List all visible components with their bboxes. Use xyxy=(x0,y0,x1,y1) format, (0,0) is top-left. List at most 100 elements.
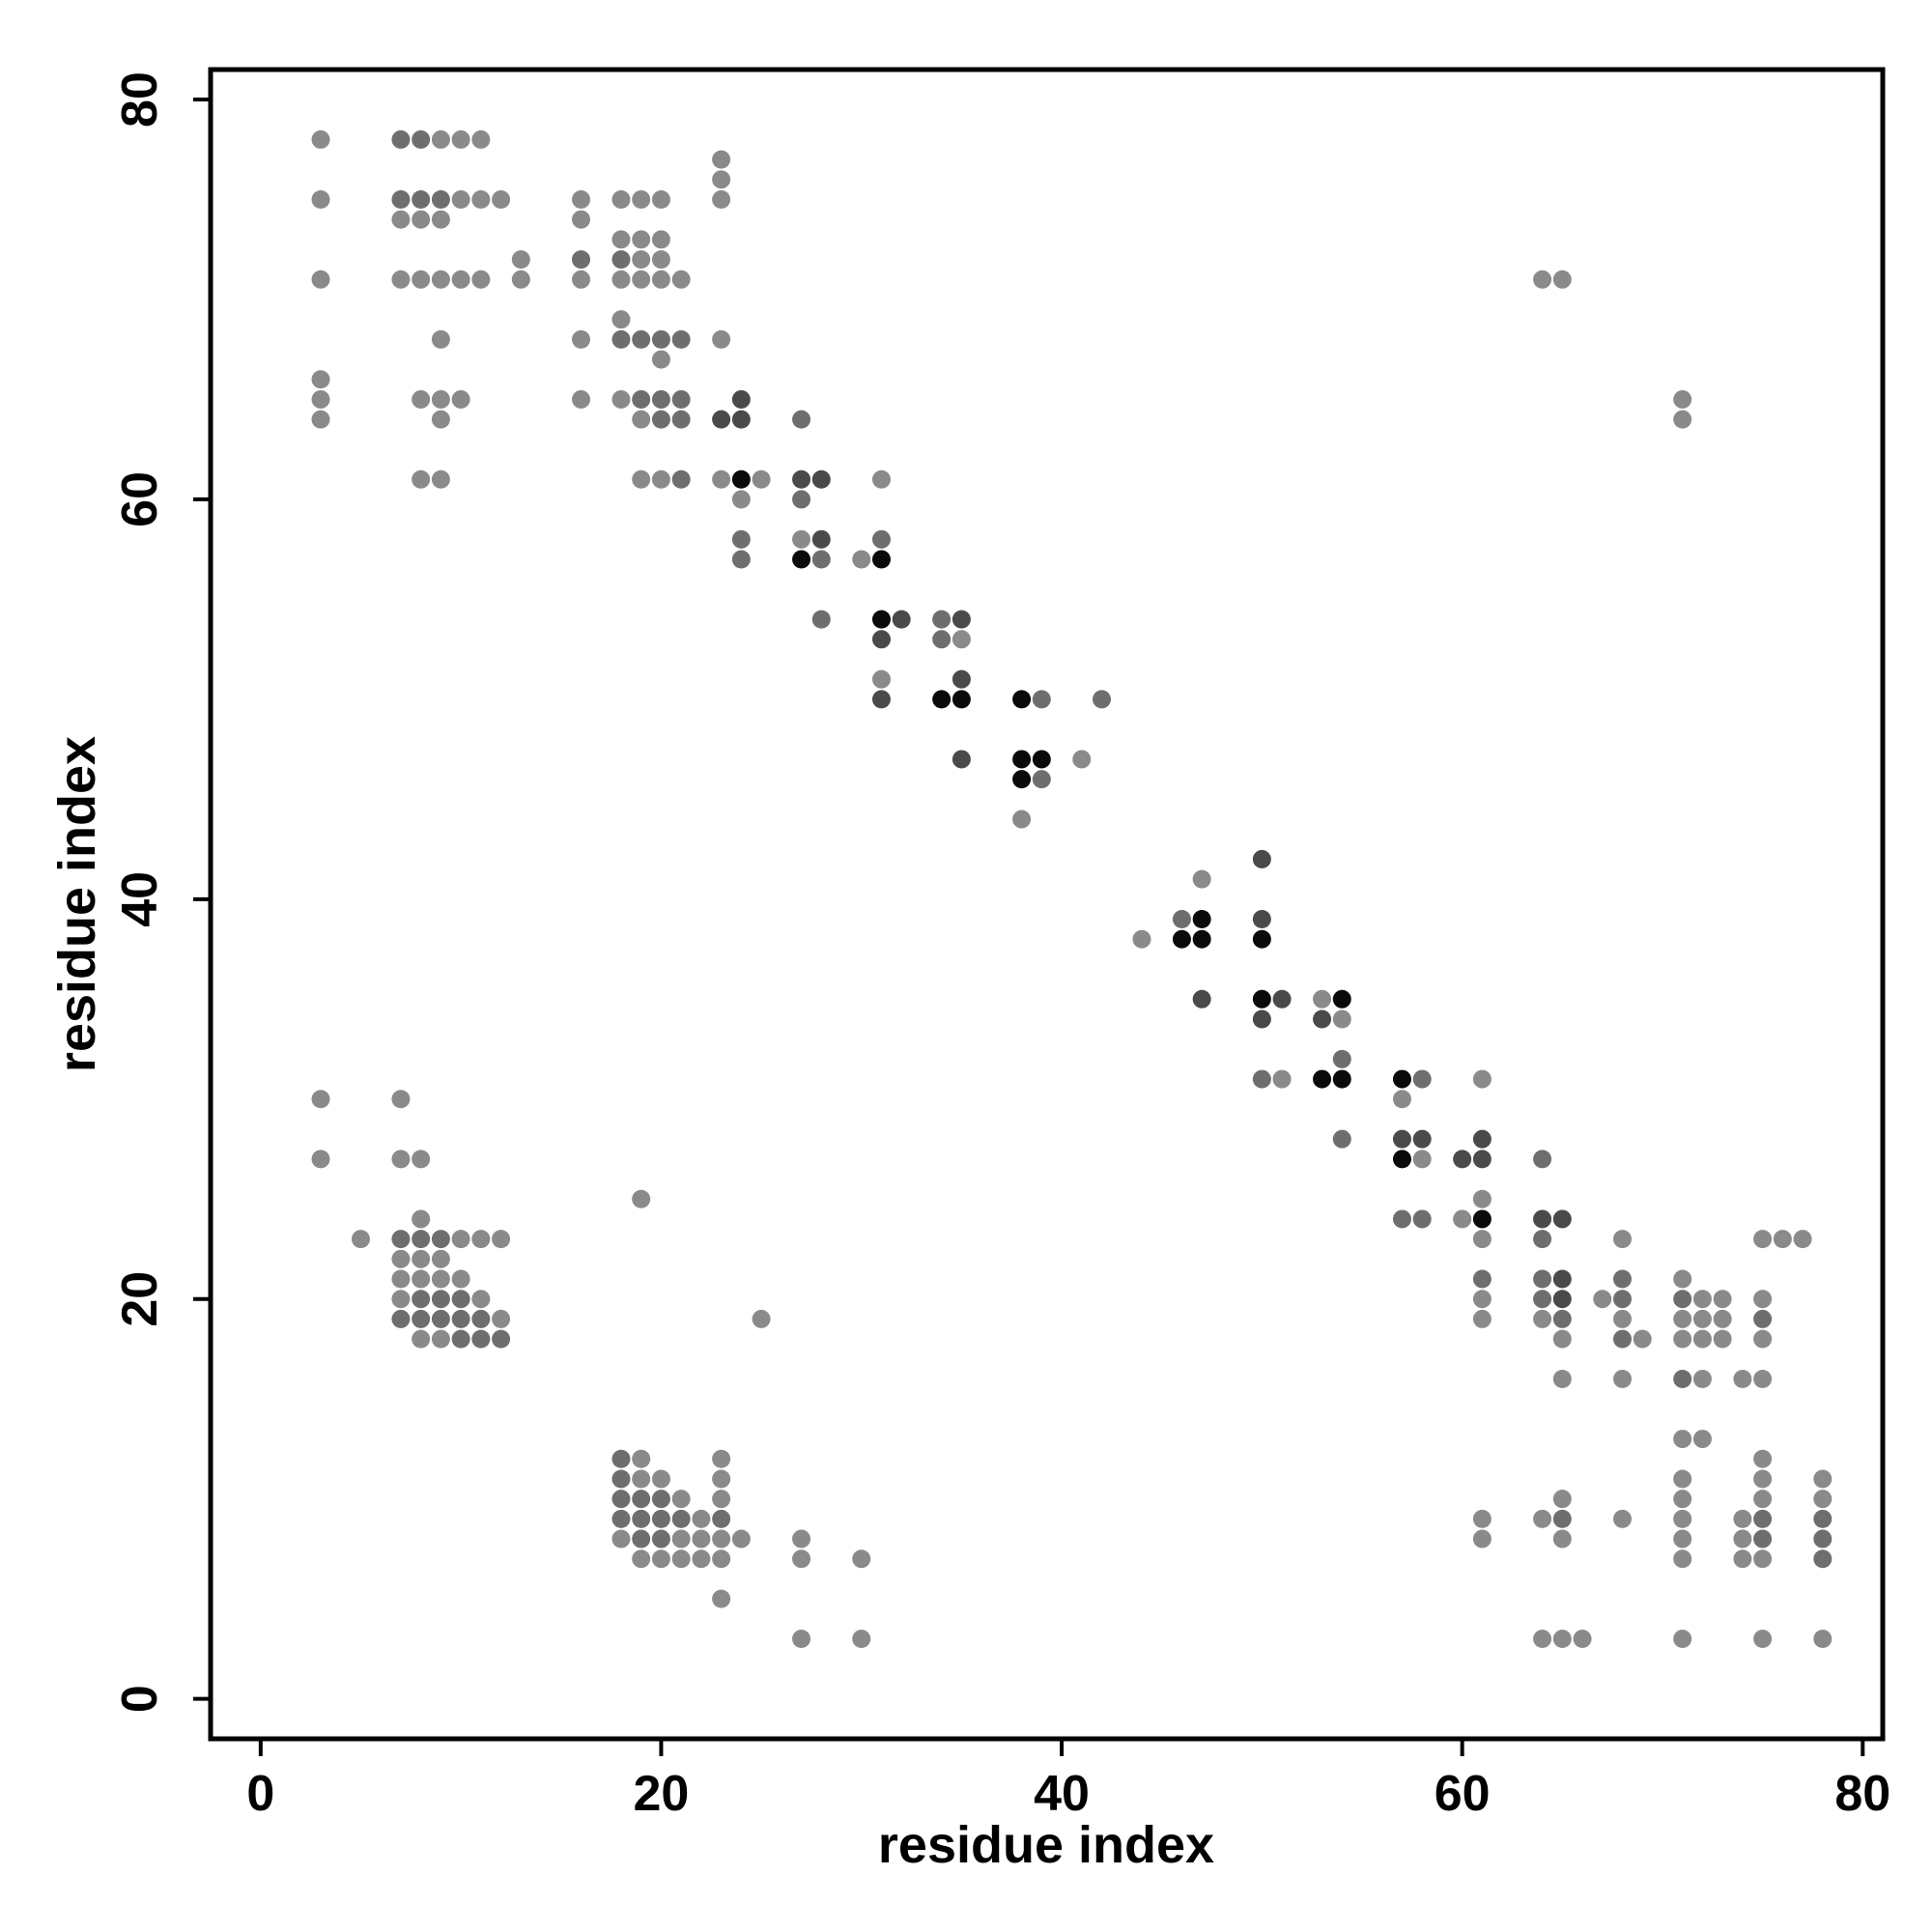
y-tick-label: 60 xyxy=(112,471,168,527)
data-point xyxy=(1412,1209,1432,1229)
data-point xyxy=(632,410,651,429)
data-point xyxy=(1392,1090,1411,1109)
data-point xyxy=(1272,1069,1292,1089)
data-point xyxy=(632,329,651,349)
data-point xyxy=(1392,1209,1411,1229)
data-point xyxy=(611,230,631,249)
data-point xyxy=(1613,1309,1633,1328)
data-point xyxy=(632,270,651,289)
data-point xyxy=(1472,1309,1492,1328)
data-point xyxy=(731,410,751,429)
data-point xyxy=(1753,1329,1773,1349)
data-point xyxy=(632,469,651,489)
data-point xyxy=(1533,270,1552,289)
data-point xyxy=(1813,1529,1833,1548)
data-point xyxy=(932,630,952,649)
data-point xyxy=(731,389,751,409)
data-point xyxy=(1313,989,1332,1009)
data-point xyxy=(451,1269,470,1289)
data-point xyxy=(1392,1129,1411,1149)
data-point xyxy=(871,550,891,569)
data-point xyxy=(451,270,470,289)
data-point xyxy=(611,1509,631,1528)
data-point xyxy=(431,210,450,229)
data-point xyxy=(391,1150,411,1169)
data-point xyxy=(1552,1329,1572,1349)
data-point xyxy=(632,1509,651,1528)
data-point xyxy=(1252,989,1271,1009)
data-point xyxy=(712,1529,731,1548)
data-point xyxy=(871,469,891,489)
data-point xyxy=(1673,1549,1692,1569)
data-point xyxy=(712,469,731,489)
data-point xyxy=(1753,1369,1773,1388)
data-point xyxy=(431,410,450,429)
data-point xyxy=(611,329,631,349)
data-point xyxy=(792,1630,811,1649)
data-point xyxy=(932,690,952,709)
data-point xyxy=(451,129,470,149)
data-point xyxy=(852,1549,871,1569)
data-point xyxy=(1713,1290,1732,1309)
data-point xyxy=(391,1249,411,1268)
data-point xyxy=(311,1150,330,1169)
data-point xyxy=(632,1490,651,1509)
data-point xyxy=(412,190,431,210)
data-point xyxy=(632,1529,651,1548)
data-point xyxy=(1733,1549,1752,1569)
data-point xyxy=(1533,1150,1552,1169)
data-point xyxy=(1673,1469,1692,1489)
data-point xyxy=(431,1249,450,1268)
data-point xyxy=(792,410,811,429)
data-point xyxy=(412,1309,431,1328)
data-point xyxy=(692,1509,711,1528)
data-point xyxy=(671,329,691,349)
data-point xyxy=(451,1230,470,1249)
data-point xyxy=(1613,1269,1633,1289)
plot-frame xyxy=(208,67,1886,1742)
data-point xyxy=(471,1290,491,1309)
data-point xyxy=(1552,1490,1572,1509)
data-point xyxy=(1192,989,1211,1009)
data-point xyxy=(412,129,431,149)
data-point xyxy=(1332,1009,1351,1029)
x-tick-label: 60 xyxy=(1435,1766,1491,1822)
data-point xyxy=(1012,750,1032,769)
data-point xyxy=(412,210,431,229)
data-point xyxy=(431,469,450,489)
data-point xyxy=(632,250,651,270)
data-point xyxy=(611,1469,631,1489)
data-point xyxy=(1552,1529,1572,1548)
data-point xyxy=(1412,1129,1432,1149)
data-point xyxy=(431,270,450,289)
data-point xyxy=(1472,1189,1492,1208)
data-point xyxy=(572,329,591,349)
data-point xyxy=(1012,810,1032,829)
data-point xyxy=(792,550,811,569)
data-point xyxy=(731,529,751,549)
data-point xyxy=(471,1230,491,1249)
data-point xyxy=(1472,1269,1492,1289)
data-point xyxy=(952,610,971,629)
data-point xyxy=(611,1529,631,1548)
data-point xyxy=(471,270,491,289)
data-point xyxy=(671,1509,691,1528)
data-point xyxy=(1552,1209,1572,1229)
data-point xyxy=(1552,1509,1572,1528)
data-point xyxy=(431,1290,450,1309)
data-point xyxy=(1032,750,1051,769)
data-point xyxy=(391,1309,411,1328)
data-point xyxy=(671,1549,691,1569)
data-point xyxy=(412,1290,431,1309)
data-point xyxy=(632,1189,651,1208)
data-point xyxy=(651,1509,670,1528)
x-tick-label: 80 xyxy=(1834,1766,1890,1822)
data-point xyxy=(1472,1069,1492,1089)
data-point xyxy=(1673,389,1692,409)
data-point xyxy=(1252,1009,1271,1029)
data-point xyxy=(712,410,731,429)
data-point xyxy=(412,1269,431,1289)
data-point xyxy=(1753,1529,1773,1548)
data-point xyxy=(471,129,491,149)
data-point xyxy=(651,389,670,409)
